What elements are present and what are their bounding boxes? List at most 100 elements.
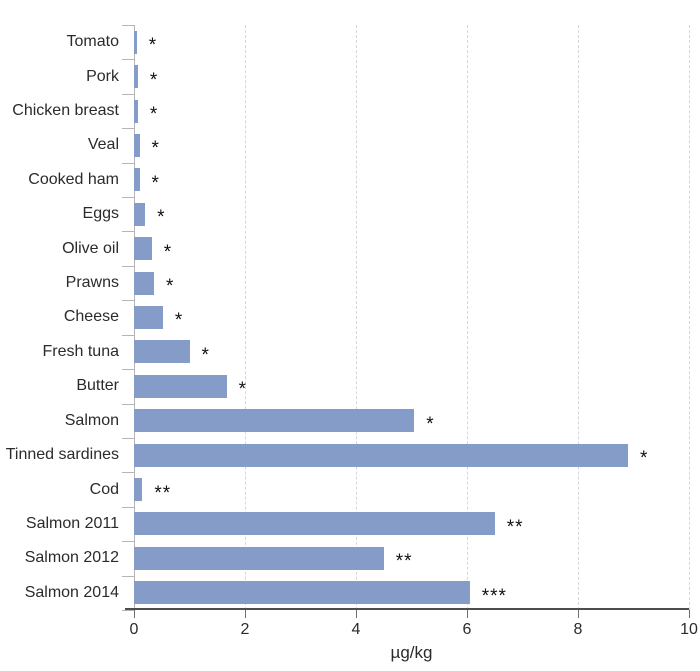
x-tick-6 — [467, 610, 468, 618]
gridline-x-6 — [467, 25, 468, 610]
category-label: Cod — [89, 480, 119, 498]
plot-area: Tomato * Pork * Chicken breast * Veal * Cooked h… — [6, 25, 698, 638]
bar — [134, 133, 140, 157]
category-label: Veal — [87, 136, 119, 154]
x-tick-label-10: 10 — [680, 621, 698, 638]
y-boundary-tick — [122, 59, 134, 61]
bar-row-prawns: Prawns * — [66, 266, 689, 300]
bar — [134, 512, 495, 536]
category-label: Chicken breast — [12, 102, 119, 120]
x-tick-label-8: 8 — [573, 621, 583, 638]
y-boundary-tick — [122, 162, 134, 164]
significance-annotation: * — [426, 413, 435, 435]
y-boundary-tick — [122, 334, 134, 336]
category-label: Salmon — [64, 411, 119, 429]
category-label: Cheese — [63, 308, 119, 326]
y-boundary-tick — [122, 472, 134, 474]
x-tick-8 — [578, 610, 579, 618]
y-boundary-tick — [122, 93, 134, 95]
y-boundary-tick — [122, 610, 134, 611]
bar-row-salmon-2014: Salmon 2014 *** — [25, 576, 689, 610]
bar-row-olive-oil: Olive oil * — [62, 231, 689, 265]
bar — [134, 168, 140, 192]
x-tick-0 — [134, 610, 135, 618]
category-label: Salmon 2012 — [24, 549, 119, 567]
bar-row-eggs: Eggs * — [83, 197, 689, 231]
bar-row-veal: Veal * — [88, 128, 689, 162]
bar — [134, 374, 227, 398]
bar — [134, 409, 415, 433]
bar-row-cod: Cod ** — [90, 472, 689, 506]
bar-row-pork: Pork * — [86, 59, 689, 93]
y-boundary-tick — [122, 300, 134, 302]
x-tick-label-6: 6 — [462, 621, 472, 638]
significance-annotation: *** — [481, 585, 507, 607]
x-tick-label-2: 2 — [240, 621, 250, 638]
category-label: Butter — [76, 377, 119, 395]
bar — [134, 65, 138, 89]
y-boundary-tick — [122, 128, 134, 130]
gridline-x-10 — [689, 25, 690, 610]
y-boundary-tick — [122, 197, 134, 199]
significance-annotation: * — [151, 138, 160, 160]
category-label: Cooked ham — [28, 170, 119, 188]
bar-row-fresh-tuna: Fresh tuna * — [43, 335, 689, 369]
bar-row-salmon-2012: Salmon 2012 ** — [25, 541, 689, 575]
category-label: Salmon 2011 — [25, 514, 119, 532]
x-axis-line — [125, 608, 689, 610]
bar — [134, 305, 163, 329]
bar-row-salmon: Salmon * — [65, 404, 689, 438]
bar-row-tinned-sardines: Tinned sardines * — [6, 438, 689, 472]
x-tick-10 — [689, 610, 690, 618]
bar-row-salmon-2011: Salmon 2011 ** — [26, 507, 689, 541]
category-label: Eggs — [82, 205, 119, 223]
bar-row-cheese: Cheese * — [64, 300, 689, 334]
x-tick-label-0: 0 — [129, 621, 139, 638]
bar — [134, 581, 470, 605]
gridline-x-4 — [356, 25, 357, 610]
bar — [134, 237, 152, 261]
significance-annotation: * — [165, 276, 175, 298]
gridline-x-2 — [245, 25, 246, 610]
significance-annotation: * — [201, 344, 210, 366]
bar — [134, 340, 190, 364]
bar — [134, 99, 138, 123]
y-boundary-tick — [122, 265, 134, 267]
category-label: Olive oil — [62, 239, 119, 257]
y-boundary-tick — [122, 575, 134, 577]
x-tick-label-4: 4 — [351, 621, 361, 638]
bar — [134, 478, 143, 502]
category-label: Prawns — [65, 274, 119, 292]
bar-row-butter: Butter * — [76, 369, 689, 403]
bar — [134, 271, 154, 295]
y-boundary-tick — [122, 437, 134, 439]
bar — [134, 443, 628, 467]
y-boundary-tick — [122, 25, 134, 26]
bar-row-cooked-ham: Cooked ham * — [28, 163, 689, 197]
significance-annotation: * — [149, 104, 159, 126]
y-boundary-tick — [122, 506, 134, 508]
category-label: Pork — [86, 67, 119, 85]
category-label: Salmon 2014 — [24, 583, 119, 601]
significance-annotation: * — [151, 172, 160, 194]
category-label: Tomato — [66, 33, 119, 51]
y-boundary-tick — [122, 369, 134, 371]
significance-annotation: * — [148, 35, 158, 57]
bar-row-tomato: Tomato * — [67, 25, 689, 59]
significance-annotation: * — [157, 207, 166, 229]
bar — [134, 202, 146, 226]
y-boundary-tick — [122, 541, 134, 543]
significance-annotation: * — [238, 379, 248, 401]
significance-annotation: * — [149, 69, 159, 91]
y-boundary-tick — [122, 403, 134, 405]
category-label: Tinned sardines — [5, 446, 119, 464]
x-tick-4 — [356, 610, 357, 618]
bar — [134, 546, 384, 570]
y-boundary-tick — [122, 231, 134, 233]
x-tick-2 — [245, 610, 246, 618]
gridline-x-8 — [578, 25, 579, 610]
significance-annotation: * — [174, 310, 184, 332]
significance-annotation: ** — [506, 516, 524, 538]
significance-annotation: * — [163, 241, 173, 263]
